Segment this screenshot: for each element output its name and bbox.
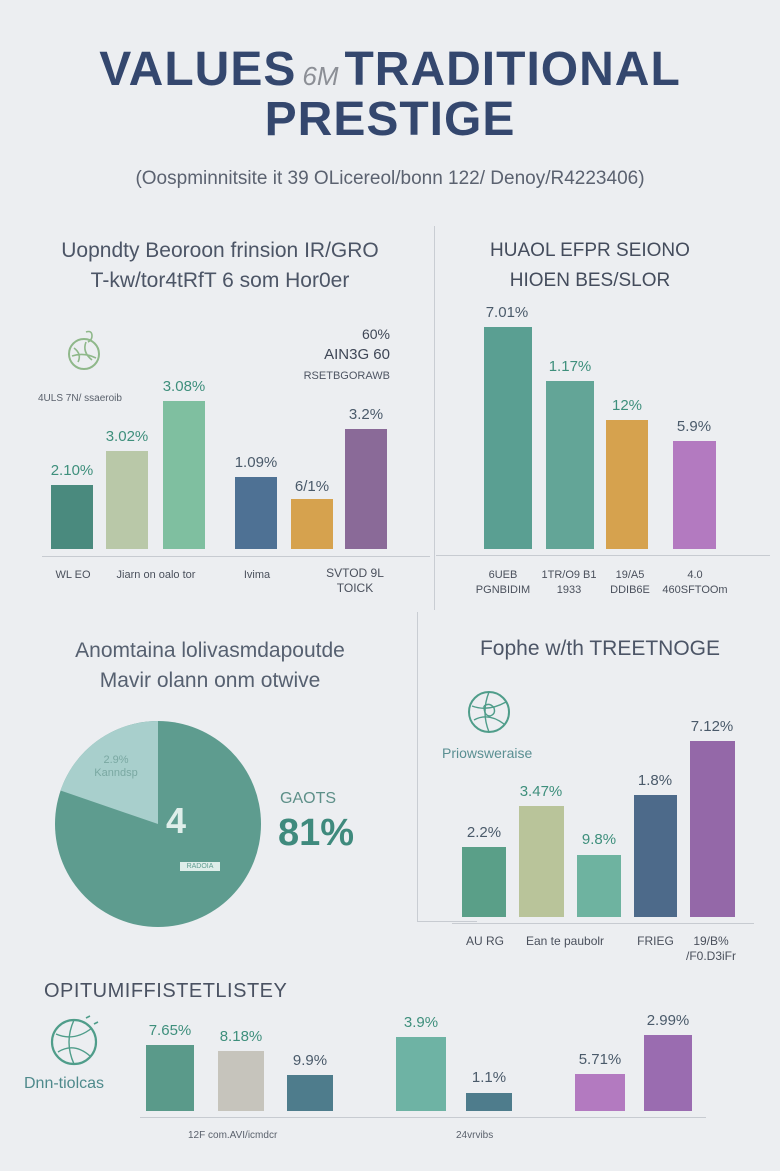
bar[interactable] <box>163 401 205 549</box>
bar[interactable] <box>218 1051 264 1111</box>
category-label: Ivima <box>243 569 271 581</box>
pie-slice-label: 2.9% Kanndsp <box>86 754 146 780</box>
x-axis <box>436 555 770 556</box>
panel4-icon-caption: Priowsweraise <box>442 745 533 761</box>
category-label: FRIEG <box>637 934 674 948</box>
pie-slice-value: 2.9% <box>103 754 129 766</box>
title-mid: 6M <box>302 61 339 91</box>
pie-big-label: GAOTS <box>280 790 337 807</box>
leaf-globe-icon <box>468 691 510 733</box>
bar[interactable] <box>396 1037 446 1111</box>
panel2-title: HUAOL EFPR SEIONO HIOEN BES/SLOR <box>440 236 740 296</box>
pie-inner-value: 4 <box>166 800 187 841</box>
bar[interactable] <box>575 1074 625 1111</box>
panel5-title: OPITUMIFFISTETLISTEY <box>44 980 288 1002</box>
panel1-title-line1: Uopndty Beoroon frinsion IR/GRO <box>61 239 379 262</box>
panel1-side-label2: RSETBGORAWB <box>303 370 390 382</box>
bar[interactable] <box>235 477 277 549</box>
category-label: 4.0 460SFTOOm <box>662 569 728 596</box>
panel2-title-line1: HUAOL EFPR SEIONO <box>490 240 690 261</box>
x-axis <box>452 923 754 924</box>
panel3-title-line1: Anomtaina lolivasmdapoutde <box>75 639 345 662</box>
divider-vertical-middle <box>417 612 418 922</box>
bar-value: 7.01% <box>485 304 529 321</box>
bar[interactable] <box>291 499 333 549</box>
bar-value: 9.8% <box>581 831 617 848</box>
bar-value: 3.2% <box>348 406 384 423</box>
bar[interactable] <box>484 327 532 549</box>
bar-value: 8.18% <box>219 1028 263 1045</box>
title-right: TRADITIONAL <box>344 43 681 96</box>
divider-vertical-top <box>434 226 435 610</box>
panel1-side-label1: AIN3G 60 <box>324 346 390 363</box>
bar-value: 3.47% <box>519 783 563 800</box>
category-label: Ean te paubolr <box>525 934 605 948</box>
panel1-side-value: 60% <box>361 326 390 342</box>
bar-value: 7.12% <box>690 718 734 735</box>
bar-value: 1.1% <box>471 1069 507 1086</box>
group-label: 24vrvibs <box>456 1130 494 1141</box>
bar[interactable] <box>462 847 506 917</box>
bar[interactable] <box>690 741 735 917</box>
panel4-title: Fophe w/th TREETNOGE <box>479 637 721 660</box>
page-title: VALUES 6M TRADITIONAL <box>0 42 780 97</box>
group-label: 12F com.AVI/icmdcr <box>188 1130 278 1141</box>
panel1-title: Uopndty Beoroon frinsion IR/GRO T-kw/tor… <box>20 236 420 296</box>
category-label: 19/A5 DDIB6E <box>610 569 650 596</box>
bar[interactable] <box>673 441 716 549</box>
x-axis <box>42 556 430 557</box>
bar-value: 1.8% <box>637 772 673 789</box>
bar[interactable] <box>644 1035 692 1111</box>
bar-value: 5.9% <box>676 418 712 435</box>
panel3-title: Anomtaina lolivasmdapoutde Mavir olann o… <box>20 636 400 696</box>
bar-value: 2.99% <box>646 1012 690 1029</box>
category-label: SVTOD 9L TOICK <box>326 566 384 595</box>
bar-value: 5.71% <box>578 1051 622 1068</box>
panel1-icon-caption: 4ULS 7N/ ssaeroib <box>38 393 122 404</box>
category-label: 6UEB PGNBIDIM <box>475 569 531 596</box>
bar-value: 3.08% <box>162 378 206 395</box>
panel3-title-line2: Mavir olann onm otwive <box>99 669 321 692</box>
leaf-globe-icon <box>50 1015 99 1066</box>
bar[interactable] <box>577 855 621 917</box>
bar[interactable] <box>345 429 387 549</box>
page-title-line2: PRESTIGE <box>264 93 516 146</box>
bar-value: 6/1% <box>294 478 330 495</box>
bar-value: 9.9% <box>292 1052 328 1069</box>
subtitle: (Oospminnitsite it 39 OLicereol/bonn 122… <box>135 168 645 189</box>
globe-icon <box>68 330 100 370</box>
bar-value: 3.9% <box>403 1014 439 1031</box>
title-left: VALUES <box>99 43 297 96</box>
bar-value: 2.2% <box>466 824 502 841</box>
bar-value: 2.10% <box>50 462 94 479</box>
category-label: 19/B% /F0.D3iFr <box>685 934 736 963</box>
pie-slice-name: Kanndsp <box>94 767 138 779</box>
bar-value: 1.17% <box>548 358 592 375</box>
category-label: Jiarn on oalo tor <box>116 569 196 581</box>
bar[interactable] <box>606 420 648 549</box>
bar[interactable] <box>519 806 564 917</box>
bar-value: 1.09% <box>234 454 278 471</box>
bar[interactable] <box>546 381 594 549</box>
bar[interactable] <box>51 485 93 549</box>
divider-corner <box>417 921 477 922</box>
category-label: WL EO <box>55 569 91 581</box>
category-label: AU RG <box>465 934 504 948</box>
bar[interactable] <box>634 795 677 917</box>
bar-value: 7.65% <box>148 1022 192 1039</box>
pie-chart[interactable] <box>54 720 262 928</box>
bar[interactable] <box>287 1075 333 1111</box>
bar[interactable] <box>146 1045 194 1111</box>
panel1-title-line2: T-kw/tor4tRfT 6 som Hor0er <box>90 269 350 292</box>
bar[interactable] <box>106 451 148 549</box>
bar-value: 3.02% <box>105 428 149 445</box>
pie-inner-tag: RADOIA <box>180 862 220 871</box>
panel2-title-line2: HIOEN BES/SLOR <box>509 270 671 291</box>
bar[interactable] <box>466 1093 512 1111</box>
panel5-icon-caption: Dnn-tiolcas <box>24 1075 105 1092</box>
x-axis <box>140 1117 706 1118</box>
bar-value: 12% <box>611 397 643 414</box>
category-label: 1TR/O9 B1 1933 <box>541 569 597 596</box>
pie-big-value: 81% <box>278 812 355 854</box>
